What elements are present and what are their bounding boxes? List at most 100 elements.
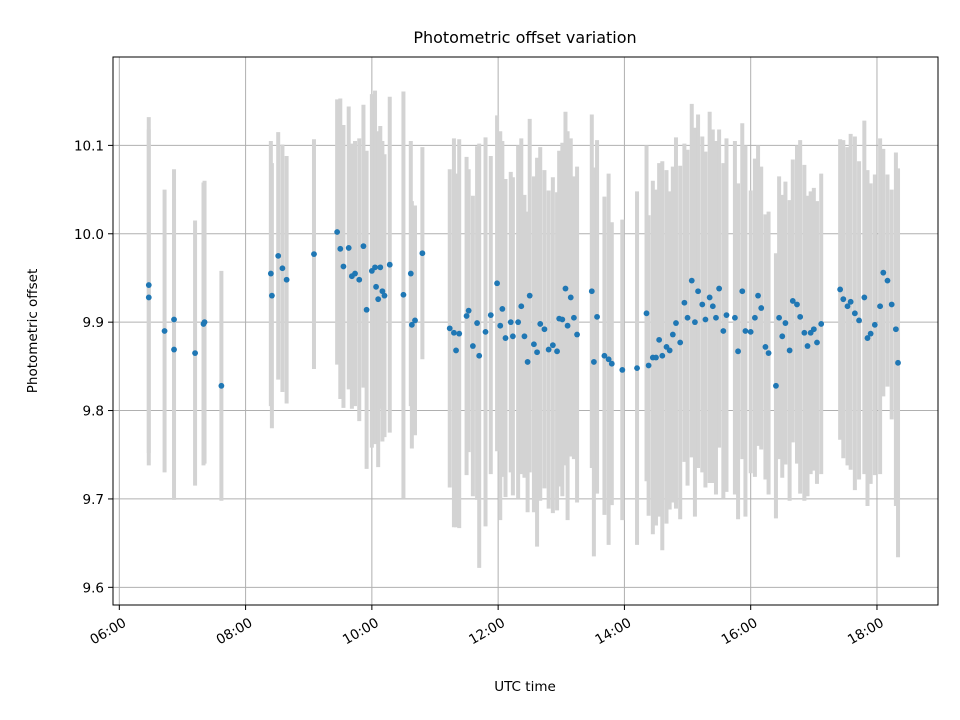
data-point [419, 250, 426, 257]
data-point [407, 270, 414, 277]
data-point [666, 347, 673, 354]
data-point [884, 277, 891, 284]
data-point [669, 331, 676, 338]
data-point [497, 322, 504, 329]
x-tick-label: 16:00 [719, 615, 761, 648]
data-point [739, 288, 746, 295]
data-point [446, 325, 453, 332]
data-point [877, 303, 884, 310]
y-tick-label: 9.6 [83, 580, 104, 596]
point-layer [145, 229, 901, 389]
data-point [482, 328, 489, 335]
y-tick-label: 10.0 [74, 227, 104, 243]
data-point [864, 335, 871, 341]
data-point [659, 352, 666, 359]
data-point [275, 252, 282, 259]
data-point [804, 343, 811, 349]
x-tick-label: 06:00 [87, 615, 129, 648]
data-point [810, 326, 817, 333]
y-tick-label: 9.9 [83, 315, 104, 331]
data-point [469, 343, 476, 349]
data-point [534, 349, 540, 356]
data-point [867, 330, 874, 337]
data-point [373, 283, 379, 290]
data-point [408, 321, 415, 328]
data-point [509, 333, 516, 340]
data-point [218, 382, 225, 389]
data-point [590, 359, 597, 365]
data-point [311, 251, 317, 258]
data-point [713, 314, 719, 321]
data-point [681, 299, 688, 306]
data-point [619, 366, 626, 373]
data-point [494, 280, 500, 287]
data-point [837, 286, 844, 293]
data-point [684, 314, 691, 321]
data-point [723, 312, 730, 318]
data-point [773, 382, 779, 389]
x-tick-label: 14:00 [593, 615, 635, 648]
data-point [518, 303, 525, 310]
data-point [720, 328, 727, 334]
data-point [634, 365, 640, 372]
data-point [549, 342, 556, 349]
data-point [779, 333, 786, 340]
data-point [567, 294, 574, 301]
data-point [515, 319, 522, 326]
data-point [706, 294, 713, 301]
data-point [601, 352, 608, 359]
data-point [279, 265, 286, 272]
data-point [386, 261, 393, 268]
data-point [465, 307, 472, 314]
data-point [372, 264, 378, 271]
data-point [334, 229, 341, 235]
data-point [474, 320, 480, 326]
data-point [709, 303, 716, 310]
data-point [545, 346, 552, 353]
data-point [283, 276, 290, 283]
x-tick-label: 08:00 [214, 615, 256, 648]
y-tick-label: 10.1 [74, 138, 104, 154]
chart-title: Photometric offset variation [413, 28, 636, 47]
data-point [594, 313, 600, 320]
data-point [201, 319, 208, 326]
data-point [702, 316, 709, 323]
plot-frame [112, 56, 939, 606]
data-point [861, 294, 868, 301]
data-point [145, 294, 152, 301]
data-point [762, 344, 769, 350]
data-point [605, 356, 612, 363]
data-point [192, 350, 198, 356]
x-tick-label: 12:00 [466, 615, 508, 648]
data-point [752, 314, 758, 321]
data-point [851, 310, 858, 317]
data-point [794, 301, 800, 308]
data-point [521, 333, 528, 340]
data-point [531, 341, 537, 348]
data-point [377, 264, 384, 271]
data-point [541, 326, 548, 333]
data-point [145, 282, 152, 288]
data-point [643, 310, 650, 317]
data-point [653, 354, 659, 361]
data-point [692, 319, 698, 326]
data-point [524, 359, 531, 365]
data-point [656, 336, 663, 343]
data-point [375, 296, 382, 303]
data-point [695, 288, 701, 295]
data-point [487, 312, 494, 318]
data-point [747, 328, 754, 335]
data-point [755, 292, 761, 299]
data-point [463, 313, 470, 319]
data-point [765, 350, 772, 356]
data-point [360, 243, 367, 250]
data-point [782, 320, 789, 326]
data-point [574, 331, 580, 338]
data-point [571, 314, 577, 321]
data-point [453, 347, 459, 354]
data-point [337, 245, 344, 252]
data-point [554, 348, 560, 355]
data-point [716, 285, 723, 292]
